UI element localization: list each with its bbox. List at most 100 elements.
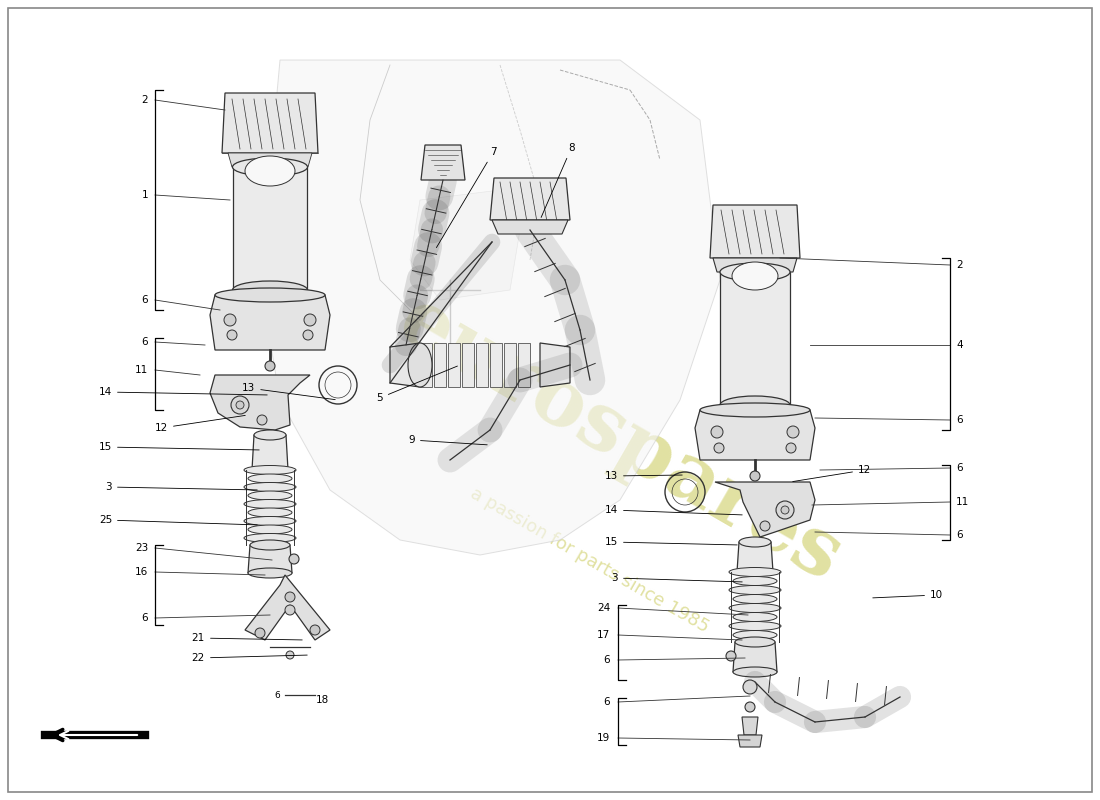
Text: 11: 11 [134, 365, 148, 375]
Ellipse shape [248, 568, 292, 578]
Text: 2: 2 [142, 95, 148, 105]
Polygon shape [695, 410, 815, 460]
Text: 14: 14 [605, 505, 742, 515]
Ellipse shape [739, 537, 771, 547]
Text: 11: 11 [956, 497, 969, 507]
Circle shape [265, 361, 275, 371]
Polygon shape [248, 545, 292, 573]
Circle shape [285, 592, 295, 602]
Polygon shape [410, 190, 520, 300]
Text: 13: 13 [605, 471, 682, 481]
Text: 10: 10 [872, 590, 943, 600]
Text: a passion for parts since 1985: a passion for parts since 1985 [468, 484, 713, 636]
Circle shape [289, 554, 299, 564]
Ellipse shape [733, 613, 777, 622]
Text: 15: 15 [99, 442, 260, 452]
Ellipse shape [720, 263, 790, 281]
Text: 6: 6 [604, 655, 611, 665]
Text: 6: 6 [604, 697, 611, 707]
Circle shape [745, 702, 755, 712]
Ellipse shape [733, 577, 777, 586]
Text: 9: 9 [408, 435, 487, 445]
Ellipse shape [729, 603, 781, 613]
Polygon shape [228, 153, 312, 167]
Ellipse shape [245, 156, 295, 186]
Text: 13: 13 [242, 383, 336, 400]
Circle shape [302, 330, 313, 340]
Circle shape [310, 625, 320, 635]
Text: 6: 6 [142, 613, 148, 623]
Polygon shape [710, 205, 800, 258]
Polygon shape [245, 575, 330, 640]
Text: 3: 3 [106, 482, 257, 492]
Ellipse shape [408, 343, 432, 387]
Ellipse shape [248, 474, 292, 483]
Ellipse shape [729, 567, 781, 577]
Polygon shape [252, 435, 288, 470]
Circle shape [760, 521, 770, 531]
Ellipse shape [700, 403, 810, 417]
Text: 6: 6 [956, 415, 962, 425]
Text: 6: 6 [142, 337, 148, 347]
Bar [476, 343, 488, 387]
Bar [462, 343, 474, 387]
Circle shape [781, 506, 789, 514]
Text: 2: 2 [956, 260, 962, 270]
Text: 16: 16 [134, 567, 148, 577]
Ellipse shape [735, 637, 776, 647]
Text: 18: 18 [316, 695, 329, 705]
Text: 6: 6 [274, 690, 280, 699]
Ellipse shape [250, 540, 290, 550]
Text: 6: 6 [142, 295, 148, 305]
Circle shape [742, 680, 757, 694]
Text: 19: 19 [596, 733, 611, 743]
Bar [490, 343, 502, 387]
Ellipse shape [244, 534, 296, 542]
Circle shape [257, 415, 267, 425]
Ellipse shape [244, 466, 296, 474]
Ellipse shape [214, 288, 324, 302]
Polygon shape [222, 93, 318, 153]
Polygon shape [742, 717, 758, 735]
Circle shape [776, 501, 794, 519]
Ellipse shape [248, 525, 292, 534]
Text: eurospares: eurospares [385, 282, 856, 598]
Polygon shape [715, 482, 815, 537]
Bar [434, 343, 446, 387]
Text: 4: 4 [956, 340, 962, 350]
Text: 12: 12 [155, 415, 245, 433]
Text: 23: 23 [134, 543, 148, 553]
Circle shape [750, 471, 760, 481]
Polygon shape [737, 542, 773, 572]
Circle shape [227, 330, 236, 340]
Ellipse shape [732, 262, 778, 290]
Circle shape [285, 605, 295, 615]
Text: 25: 25 [99, 515, 257, 525]
Text: 5: 5 [376, 366, 458, 403]
Bar [420, 343, 432, 387]
Ellipse shape [733, 667, 777, 677]
Text: 7: 7 [437, 147, 496, 248]
Circle shape [255, 628, 265, 638]
Polygon shape [260, 60, 720, 555]
Circle shape [231, 396, 249, 414]
Ellipse shape [232, 158, 308, 176]
Ellipse shape [720, 396, 790, 414]
Polygon shape [390, 343, 420, 387]
Circle shape [711, 426, 723, 438]
Polygon shape [421, 145, 465, 180]
Polygon shape [492, 220, 568, 234]
Ellipse shape [248, 491, 292, 500]
Circle shape [786, 426, 799, 438]
Text: 22: 22 [191, 653, 307, 663]
Circle shape [714, 443, 724, 453]
Circle shape [236, 401, 244, 409]
Polygon shape [713, 258, 798, 272]
Ellipse shape [733, 594, 777, 603]
Bar [518, 343, 530, 387]
Text: 3: 3 [612, 573, 742, 583]
Circle shape [224, 314, 236, 326]
Circle shape [304, 314, 316, 326]
Ellipse shape [729, 622, 781, 630]
Polygon shape [210, 375, 310, 430]
